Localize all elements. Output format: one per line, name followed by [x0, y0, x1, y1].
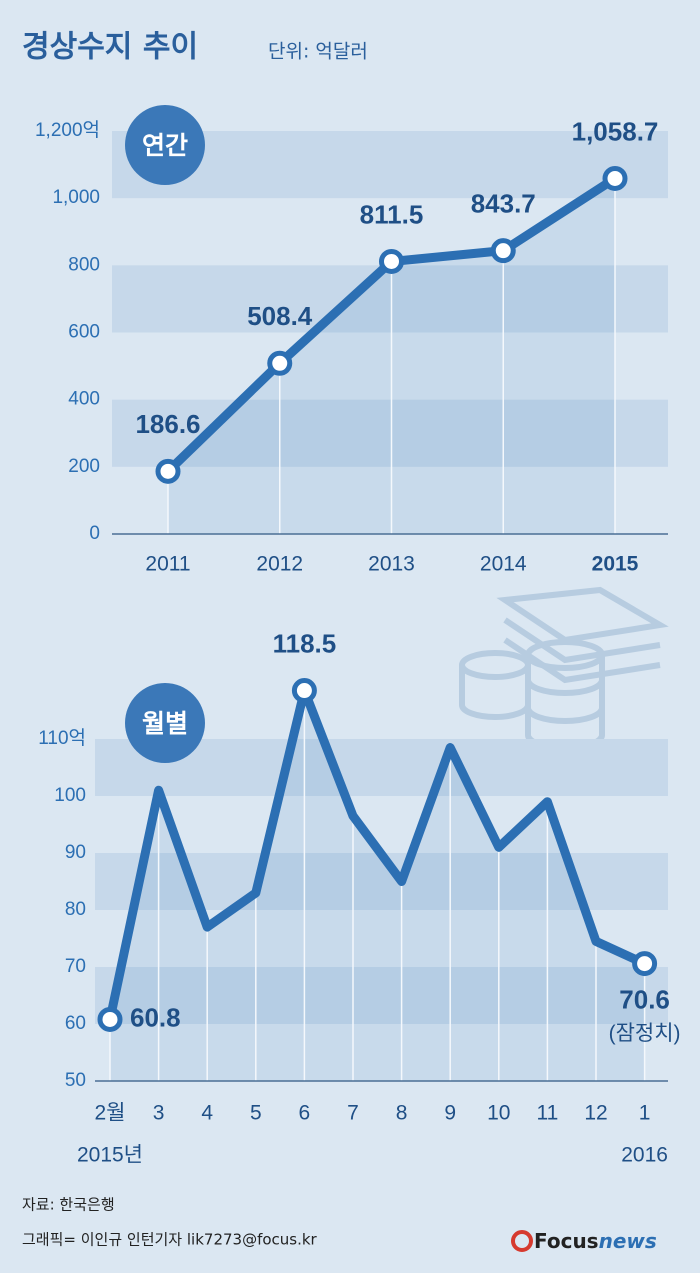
badge-label: 연간 — [142, 131, 188, 160]
grid-band — [112, 265, 668, 333]
x-tick-label: 11 — [536, 1102, 558, 1125]
annotation: (잠정치) — [609, 1022, 681, 1045]
point — [490, 238, 516, 264]
y-tick-label: 60 — [65, 1013, 86, 1034]
x-tick-label: 2014 — [480, 553, 527, 576]
x-tick-label: 12 — [584, 1102, 607, 1125]
y-tick-label: 800 — [68, 254, 100, 275]
y-tick-label: 110억 — [38, 727, 86, 749]
y-tick-label: 50 — [65, 1070, 86, 1091]
x-tick-label: 3 — [153, 1102, 165, 1125]
y-tick-label: 0 — [89, 523, 100, 544]
x-tick-label: 4 — [201, 1102, 213, 1125]
value-label: 508.4 — [247, 301, 313, 331]
logo-mark — [511, 1230, 533, 1252]
grid-band — [95, 967, 668, 1024]
x-tick-label: 6 — [299, 1102, 311, 1125]
point — [155, 458, 181, 484]
y-tick-label: 1,000 — [52, 187, 100, 208]
value-label: 186.6 — [135, 409, 200, 439]
value-label: 60.8 — [130, 1002, 181, 1032]
x-tick-label: 2013 — [368, 553, 415, 576]
chart: 0 200 400 600 800 1,000 1,200억 2011 186.6 2012 508… — [35, 105, 668, 576]
y-tick-label: 90 — [65, 842, 86, 863]
value-label: 811.5 — [360, 199, 424, 229]
x-tick-label: 10 — [487, 1102, 510, 1125]
badge — [125, 105, 205, 185]
x-tick-label: 5 — [250, 1102, 262, 1125]
source: 자료: 한국은행 — [22, 1196, 115, 1214]
y-tick-label: 80 — [65, 899, 86, 920]
badge-label: 월별 — [142, 709, 188, 738]
logo-focus: Focus — [534, 1229, 599, 1253]
value-label: 1,058.7 — [572, 116, 659, 146]
value-label: 118.5 — [273, 628, 337, 658]
value-label: 843.7 — [471, 189, 536, 219]
title: 경상수지 추이 — [22, 30, 198, 65]
y-tick-label: 70 — [65, 956, 86, 977]
point — [267, 350, 293, 376]
unit: 단위: 억달러 — [268, 41, 368, 63]
point — [291, 678, 317, 704]
y-tick-label: 600 — [68, 322, 100, 343]
x-tick-label: 9 — [444, 1102, 456, 1125]
credit: 그래픽= 이인규 인턴기자 lik7273@focus.kr — [22, 1231, 318, 1249]
x-tick-label: 7 — [347, 1102, 359, 1125]
logo: Focusnews — [534, 1229, 657, 1253]
x-tick-label: 2012 — [256, 553, 303, 576]
x-tick-label: 1 — [639, 1102, 651, 1125]
point — [379, 248, 404, 274]
x-tick-label: 2월 — [95, 1102, 126, 1125]
period-label: 2016 — [621, 1144, 668, 1167]
point — [602, 165, 628, 191]
y-tick-label: 100 — [54, 785, 86, 806]
logo-news: news — [599, 1229, 657, 1253]
value-label: 70.6 — [619, 984, 670, 1014]
x-tick-label: 2011 — [145, 553, 190, 576]
x-tick-label: 2015 — [592, 553, 639, 576]
x-tick-label: 8 — [396, 1102, 408, 1125]
area — [110, 690, 645, 1081]
y-tick-label: 1,200억 — [35, 119, 100, 141]
point — [97, 1006, 123, 1032]
data-line — [105, 686, 650, 1024]
point — [632, 951, 658, 977]
period-label: 2015년 — [77, 1144, 143, 1167]
badge — [125, 683, 205, 763]
y-tick-label: 400 — [68, 389, 100, 410]
y-tick-label: 200 — [68, 456, 100, 477]
